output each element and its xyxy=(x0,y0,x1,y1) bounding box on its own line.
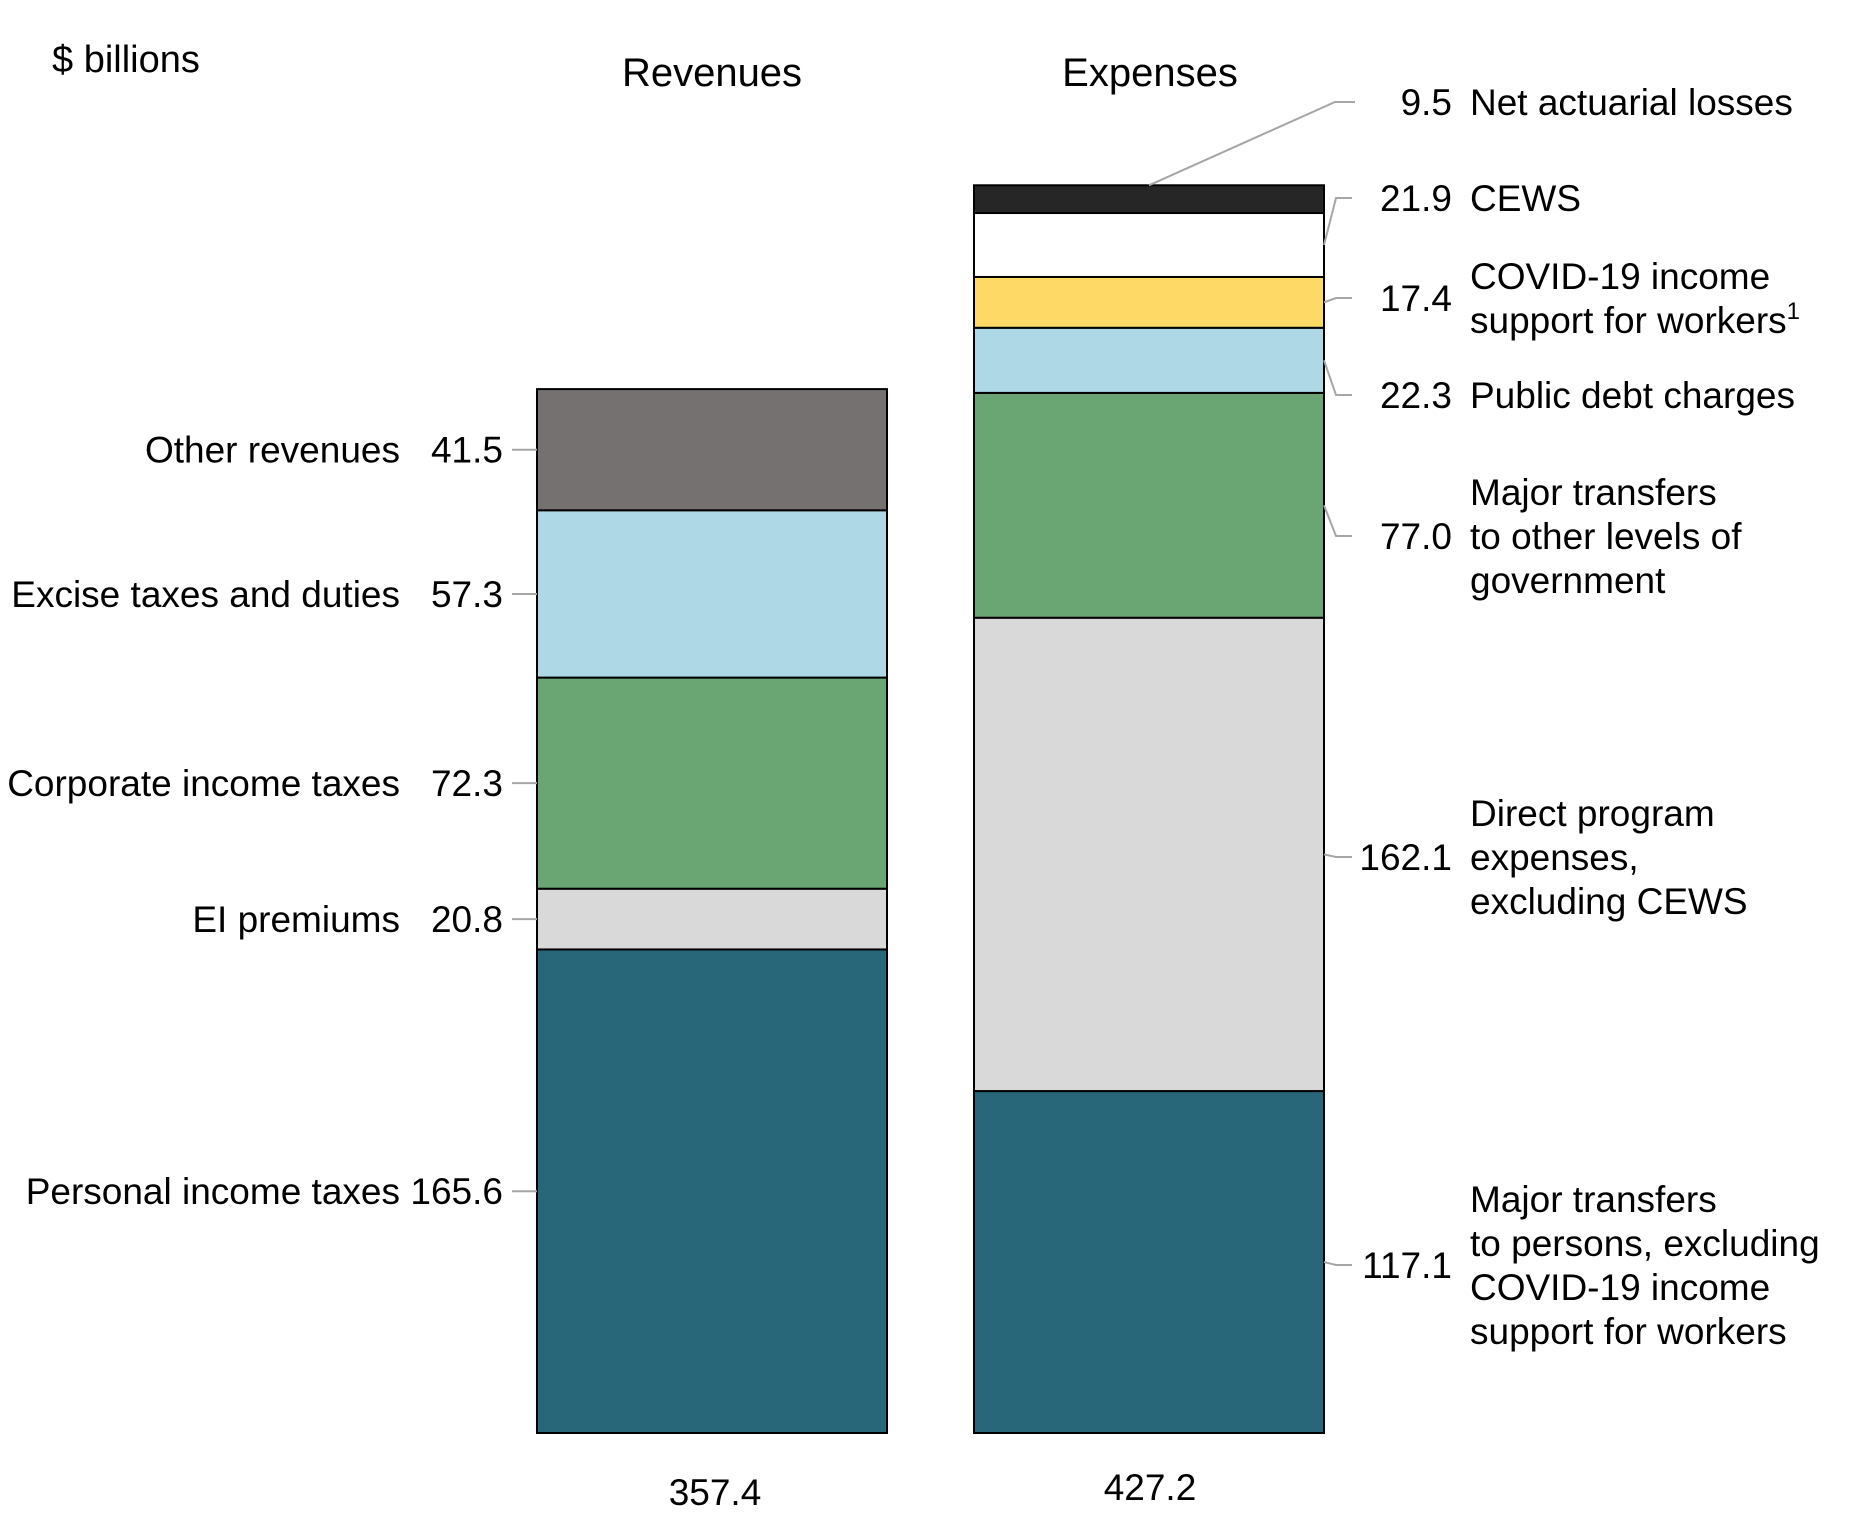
category-label-corporate-income-taxes: Corporate income taxes xyxy=(7,763,400,804)
category-label-expense-1-line-2: excluding CEWS xyxy=(1470,881,1748,922)
category-label-expense-0-line-1: to persons, excluding xyxy=(1470,1223,1820,1264)
category-label-expense-0-line-0: Major transfers xyxy=(1470,1179,1717,1220)
leader-line-expense-0 xyxy=(1323,1261,1352,1266)
bar-segment-other-revenues xyxy=(536,388,888,512)
leader-line-expense-5 xyxy=(1323,197,1352,246)
value-label-ei-premiums: 20.8 xyxy=(431,899,503,940)
category-label-expense-0-line-3: support for workers xyxy=(1470,1311,1787,1352)
category-label-expense-4-line-1: support for workers1 xyxy=(1470,298,1800,341)
value-label-other-revenues: 41.5 xyxy=(431,430,503,471)
category-label-expense-2-line-1: to other levels of xyxy=(1470,516,1742,557)
leader-line-expense-2 xyxy=(1323,504,1352,537)
unit-label: $ billions xyxy=(52,39,200,81)
bar-segment-expense-6 xyxy=(973,184,1325,215)
category-label-expense-0-line-2: COVID-19 income xyxy=(1470,1267,1770,1308)
category-label-excise-taxes-and-duties: Excise taxes and duties xyxy=(11,574,400,615)
bar-segment-expense-4 xyxy=(973,275,1325,329)
category-label-expense-6-line-0: Net actuarial losses xyxy=(1470,82,1793,123)
value-label-expense-1: 162.1 xyxy=(1359,837,1452,878)
expenses-header: Expenses xyxy=(1062,51,1238,95)
category-label-expense-2-line-0: Major transfers xyxy=(1470,472,1717,513)
category-label-expense-1-line-1: expenses, xyxy=(1470,837,1639,878)
bar-segment-expense-3 xyxy=(973,326,1325,394)
category-label-expense-1-line-0: Direct program xyxy=(1470,793,1715,834)
category-label-expense-5-line-0: CEWS xyxy=(1470,178,1581,219)
bar-segment-expense-0 xyxy=(973,1090,1325,1434)
category-label-personal-income-taxes: Personal income taxes xyxy=(26,1171,400,1212)
category-label-expense-3-line-0: Public debt charges xyxy=(1470,375,1795,416)
bar-segment-personal-income-taxes xyxy=(536,948,888,1434)
value-label-expense-0: 117.1 xyxy=(1362,1245,1452,1286)
leader-line-expense-1 xyxy=(1323,853,1352,858)
bar-segment-expense-2 xyxy=(973,391,1325,619)
bar-segment-ei-premiums xyxy=(536,887,888,951)
value-label-corporate-income-taxes: 72.3 xyxy=(431,763,503,804)
leader-line-expense-3 xyxy=(1323,360,1352,396)
bar-segment-corporate-income-taxes xyxy=(536,676,888,890)
value-label-expense-4: 17.4 xyxy=(1380,278,1452,319)
value-label-personal-income-taxes: 165.6 xyxy=(410,1171,503,1212)
category-label-other-revenues: Other revenues xyxy=(145,430,400,471)
value-label-excise-taxes-and-duties: 57.3 xyxy=(431,574,503,615)
value-label-expense-6: 9.5 xyxy=(1401,82,1452,123)
category-label-expense-2-line-2: government xyxy=(1470,560,1666,601)
bar-segment-expense-1 xyxy=(973,616,1325,1093)
category-label-ei-premiums: EI premiums xyxy=(192,899,400,940)
footnote-superscript: 1 xyxy=(1787,298,1800,325)
value-label-expense-3: 22.3 xyxy=(1380,375,1452,416)
bar-segment-excise-taxes-and-duties xyxy=(536,509,888,679)
value-label-expense-2: 77.0 xyxy=(1380,516,1452,557)
leader-line-expense-6 xyxy=(1148,101,1355,187)
value-label-expense-5: 21.9 xyxy=(1380,178,1452,219)
leader-line-expense-4 xyxy=(1323,297,1352,304)
bar-segment-expense-5 xyxy=(973,212,1325,278)
expenses-total: 427.2 xyxy=(1104,1467,1197,1508)
revenues-total: 357.4 xyxy=(669,1472,762,1513)
category-label-expense-4-line-0: COVID-19 income xyxy=(1470,256,1770,297)
revenues-header: Revenues xyxy=(622,51,802,95)
